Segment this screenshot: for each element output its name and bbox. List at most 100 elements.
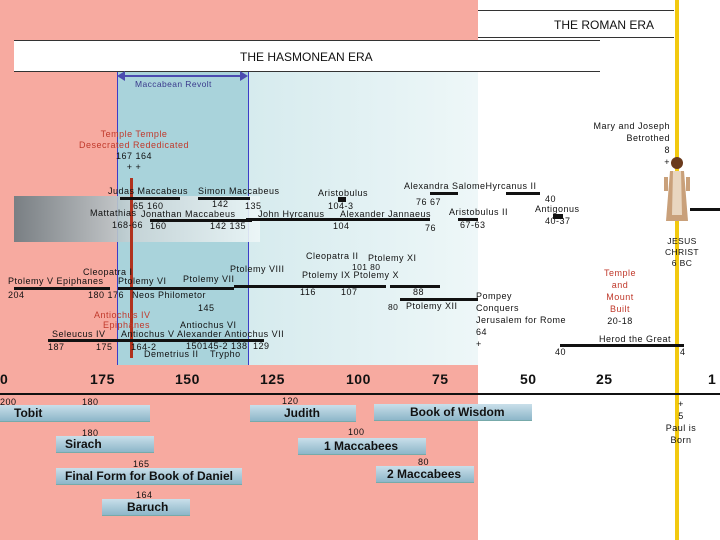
temple-events-line1: Temple Temple [100, 129, 168, 139]
baruch-bar [102, 499, 190, 516]
axis-label-1: 1 [708, 371, 717, 387]
antigonus-date: 40 [545, 194, 557, 204]
wisdom-bar [374, 404, 532, 421]
seleucid-187: 187 [48, 342, 65, 352]
jonathan-dates: 142 135 [210, 221, 247, 231]
maccabean-revolt-label: Maccabean Revolt [135, 79, 212, 89]
jesus-line2: CHRIST [664, 247, 700, 257]
paul-line3: Paul is [665, 423, 697, 433]
tobit-label: Tobit [14, 406, 43, 420]
temple-mount-line3: Mount [606, 292, 634, 302]
baruch-date: 164 [136, 490, 153, 500]
alexander-jannaeus: Alexander Jannaeus [340, 209, 432, 219]
daniel-date: 165 [133, 459, 150, 469]
revolt-arrow [122, 75, 244, 77]
judith-bar [250, 405, 356, 422]
sirach-label: Sirach [65, 437, 102, 451]
alexandra-bar [430, 192, 458, 195]
pompey-line2: Conquers [476, 303, 520, 313]
temple-events-line3: 167 164 [115, 151, 153, 161]
seleucid-175: 175 [96, 342, 113, 352]
antigonus: Antigonus [535, 204, 580, 214]
herod-40: 40 [555, 347, 567, 357]
temple-red-marker [130, 178, 133, 358]
aristobulus-ii: Aristobulus II [449, 207, 509, 217]
ptolemy-v-bar [14, 287, 110, 290]
revolt-arrow-left-head [117, 71, 125, 81]
aristobulus-ii-bar [458, 218, 478, 221]
ptolemy-v-date: 204 [8, 290, 25, 300]
hasmonean-era-header: THE HASMONEAN ERA [14, 40, 600, 72]
seleucid-150: 150145-2 138 [186, 341, 248, 351]
aristobulus-tick [338, 197, 346, 202]
axis-label-25: 25 [596, 371, 613, 387]
herod-the-great: Herod the Great [599, 334, 672, 344]
simon-dates-142: 142 [212, 199, 229, 209]
mary-joseph-line1: Mary and Joseph [593, 121, 670, 131]
judas-bar [120, 197, 180, 200]
herod-4: 4 [680, 347, 686, 357]
neos-philometor: Neos Philometor [132, 290, 207, 300]
simon-maccabeus: Simon Maccabeus [198, 186, 280, 196]
jonathan-maccabeus: Jonathan Maccabeus [141, 209, 236, 219]
temple-mount-line2: and [611, 280, 629, 290]
alexander-jannaeus-bar [342, 218, 430, 221]
cleopatra-i: Cleopatra I [83, 267, 133, 277]
antigonus-dates: 40-37 [545, 216, 571, 226]
pompey-line5: + [476, 339, 482, 349]
ptolemy-vi-bar [118, 287, 234, 290]
axis-label-75: 75 [432, 371, 449, 387]
roman-era-header: THE ROMAN ERA [478, 10, 674, 38]
cleopatra-ii: Cleopatra II [306, 251, 359, 261]
herod-bar [560, 344, 684, 347]
john-hyrcanus-dates: 104 [333, 221, 350, 231]
john-hyrcanus-bar [246, 218, 342, 221]
sirach-date: 180 [82, 428, 99, 438]
baruch-label: Baruch [127, 500, 169, 514]
alexander-bar [196, 339, 230, 342]
temple-mount-note: Temple and Mount Built 20-18 [596, 267, 644, 327]
mary-joseph-note: Mary and Joseph Betrothed 8 + [588, 120, 670, 168]
ptolemy-80: 80 [388, 302, 399, 312]
ptolemy-vii: Ptolemy VII [183, 274, 235, 284]
judas-dates: 65 160 [133, 201, 164, 211]
temple-events: Temple Temple Desecrated Rededicated 167… [78, 129, 190, 173]
axis-label-175: 175 [90, 371, 115, 387]
aristobulus-ii-dates: 67-63 [460, 220, 486, 230]
2maccabees-label: 2 Maccabees [387, 467, 462, 481]
axis-label-0: 0 [0, 371, 9, 387]
wisdom-label: Book of Wisdom [410, 405, 505, 419]
ptolemy-viii-bar [234, 285, 344, 288]
axis-line [0, 393, 720, 395]
trypho: Trypho [210, 349, 241, 359]
mattathias-dates: 168-66 [112, 220, 144, 230]
axis-label-100: 100 [346, 371, 371, 387]
seleucid-129: 129 [253, 341, 270, 351]
alexandra-dates: 76 67 [416, 197, 442, 207]
antiochus-vii-bar [230, 339, 264, 342]
ptolemy-xii: Ptolemy XII [406, 301, 458, 311]
antiochus-iv-date: 145 [198, 303, 215, 313]
jonathan-160: 160 [150, 221, 167, 231]
roman-era-title: THE ROMAN ERA [553, 18, 654, 32]
jesus-figure-image [664, 157, 690, 221]
ptolemy-v-epiphanes: Ptolemy V Epiphanes [8, 276, 104, 286]
antiochus-iv-line2: Epiphanes [103, 320, 151, 330]
jesus-line1: JESUS [667, 236, 697, 246]
antiochus-v-bar [166, 339, 196, 342]
paul-line2: 5 [678, 411, 684, 421]
ptolemy-ix-date-107: 107 [341, 287, 358, 297]
ptolemy-vi-dates: 180 176 [88, 290, 125, 300]
1maccabees-label: 1 Maccabees [324, 439, 399, 453]
paul-line4: Born [670, 435, 692, 445]
hyrcanus-bar [506, 192, 540, 195]
mattathias: Mattathias [90, 208, 137, 218]
antiochus-iv-bar [114, 339, 166, 342]
simon-bar [198, 197, 250, 200]
daniel-bar [56, 468, 242, 485]
judith-label: Judith [284, 406, 320, 420]
aristobulus: Aristobulus [318, 188, 369, 198]
hasmonean-era-title: THE HASMONEAN ERA [240, 50, 373, 64]
tobit-date2: 180 [82, 397, 99, 407]
ptolemy-xi-dates: 101 80 [352, 262, 381, 272]
